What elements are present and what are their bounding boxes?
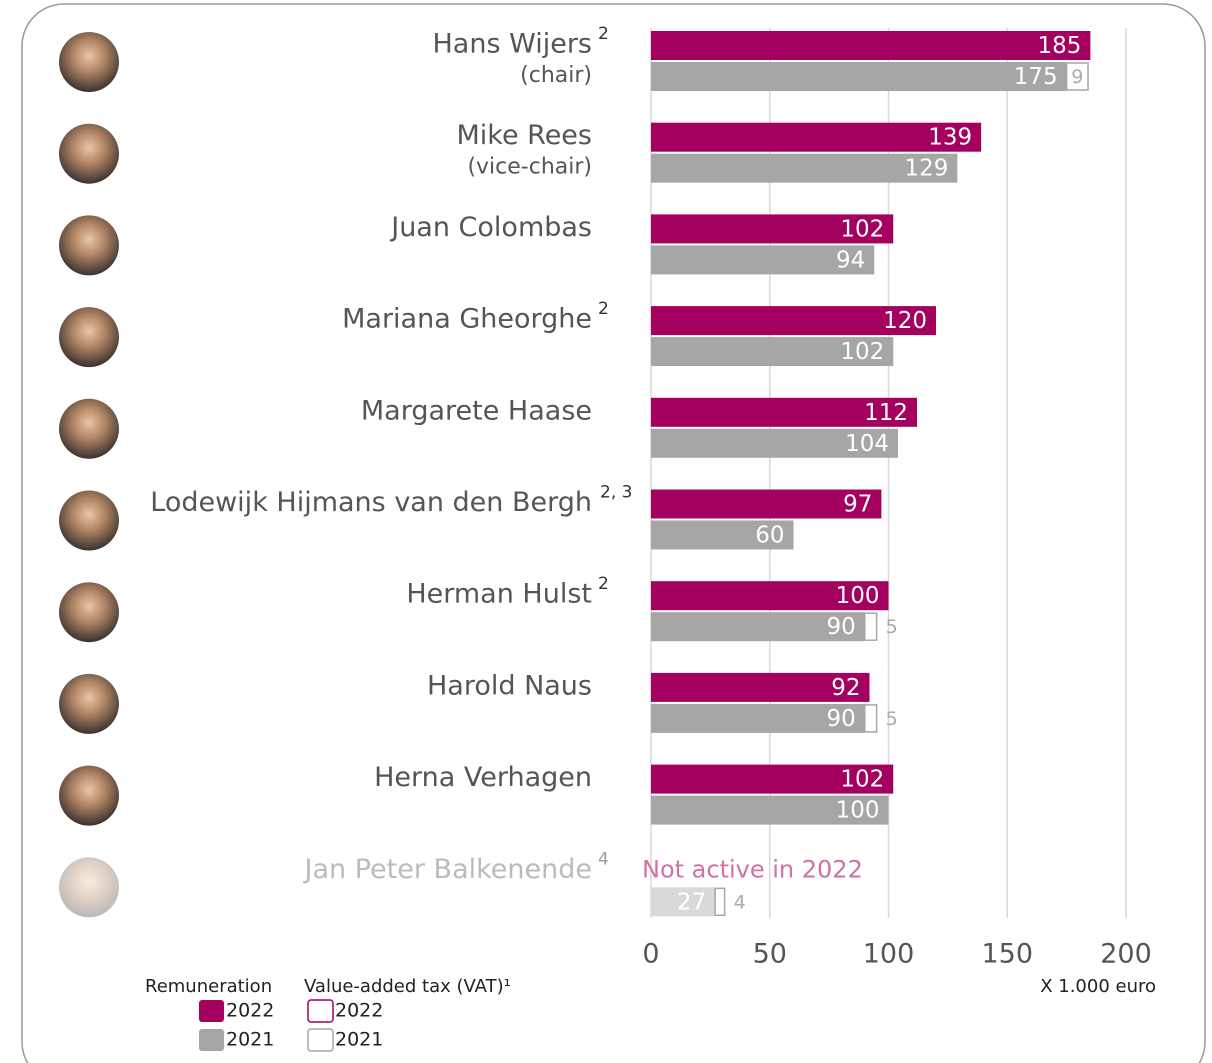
- category-note: 2: [598, 574, 609, 594]
- legend-swatch: [199, 1029, 224, 1051]
- category-note: 4: [598, 849, 609, 869]
- category-note: 2, 3: [600, 483, 632, 503]
- value-label: 90: [826, 706, 855, 732]
- bar: [651, 428, 898, 458]
- category-label: Lodewijk Hijmans van den Bergh: [150, 487, 592, 518]
- value-label: 102: [840, 216, 884, 242]
- vat-value-label: 5: [886, 616, 898, 638]
- legend-label: 2021: [335, 1029, 383, 1051]
- x-tick-label: 0: [642, 939, 659, 970]
- photo: [59, 490, 119, 551]
- value-label: 60: [755, 523, 784, 549]
- x-tick-label: 100: [863, 939, 915, 970]
- photo: [59, 765, 119, 826]
- category-label: Hans Wijers: [433, 29, 593, 60]
- photo: [59, 123, 119, 184]
- bar: [651, 672, 870, 702]
- bar: [651, 122, 982, 152]
- category-label: Jan Peter Balkenende: [303, 854, 592, 885]
- category-label: Herna Verhagen: [374, 762, 592, 793]
- x-tick-label: 200: [1100, 939, 1152, 970]
- photo: [59, 32, 119, 92]
- vat-bar: [864, 704, 878, 733]
- value-label: 112: [864, 400, 908, 426]
- bar: [651, 62, 1067, 91]
- x-axis-label: X 1.000 euro: [1040, 976, 1156, 997]
- vat-value-label: 5: [886, 708, 898, 730]
- value-label: 185: [1037, 33, 1081, 59]
- bar: [651, 581, 889, 611]
- bar: [651, 31, 1091, 60]
- value-label: 92: [831, 675, 860, 701]
- legend-label: 2021: [226, 1029, 274, 1051]
- category-label: Juan Colombas: [389, 212, 592, 243]
- value-label: 102: [840, 767, 884, 793]
- vat-bar: [1065, 62, 1089, 91]
- value-label: 120: [883, 308, 927, 334]
- value-label: 27: [677, 889, 706, 915]
- bar: [651, 703, 865, 733]
- bar: [651, 489, 882, 519]
- vat-bar: [864, 612, 878, 641]
- value-label: 100: [836, 798, 880, 824]
- legend-label: 2022: [226, 1000, 274, 1022]
- value-label: 97: [843, 492, 872, 518]
- bar: [651, 887, 716, 917]
- category-note: 2: [598, 24, 609, 44]
- bar: [651, 306, 936, 336]
- bar: [651, 397, 917, 427]
- legend-swatch: [307, 999, 334, 1023]
- value-label: 94: [836, 247, 865, 273]
- photo: [59, 398, 119, 459]
- category-label: Mariana Gheorghe: [342, 304, 592, 335]
- legend-title: Value-added tax (VAT)¹: [304, 976, 511, 997]
- category-role: (vice-chair): [467, 155, 592, 180]
- bar: [651, 612, 865, 642]
- legend-swatch: [307, 1028, 334, 1052]
- vat-value-label: 4: [734, 891, 746, 913]
- frame: [21, 3, 1206, 1063]
- value-label: 129: [904, 156, 948, 182]
- photo: [59, 857, 119, 918]
- value-label: 100: [836, 583, 880, 609]
- bar: [651, 795, 889, 825]
- photo: [59, 673, 119, 734]
- category-label: Mike Rees: [456, 120, 592, 151]
- category-note: 2: [598, 299, 609, 319]
- category-label: Herman Hulst: [406, 579, 592, 610]
- value-label: 139: [928, 125, 972, 151]
- vat-bar: [714, 887, 726, 917]
- category-role: (chair): [520, 63, 592, 88]
- value-label: 90: [826, 614, 855, 640]
- x-tick-label: 50: [753, 939, 787, 970]
- bar: [651, 214, 894, 244]
- bar: [651, 245, 875, 275]
- x-tick-label: 150: [981, 939, 1033, 970]
- bar: [651, 337, 894, 367]
- category-label: Margarete Haase: [361, 395, 592, 426]
- value-label: 175: [1014, 64, 1058, 90]
- bar: [651, 520, 794, 550]
- legend-swatch: [199, 1000, 224, 1022]
- value-label: 102: [840, 339, 884, 365]
- photo: [59, 215, 119, 276]
- bar: [651, 764, 894, 794]
- annotation: Not active in 2022: [642, 855, 863, 883]
- bar: [651, 153, 958, 183]
- photo: [59, 582, 119, 643]
- value-label: 104: [845, 431, 889, 457]
- photo: [59, 307, 119, 368]
- legend-title: Remuneration: [145, 976, 272, 997]
- category-label: Harold Naus: [427, 670, 592, 701]
- legend-label: 2022: [335, 1000, 383, 1022]
- vat-value-label: 9: [1071, 66, 1083, 88]
